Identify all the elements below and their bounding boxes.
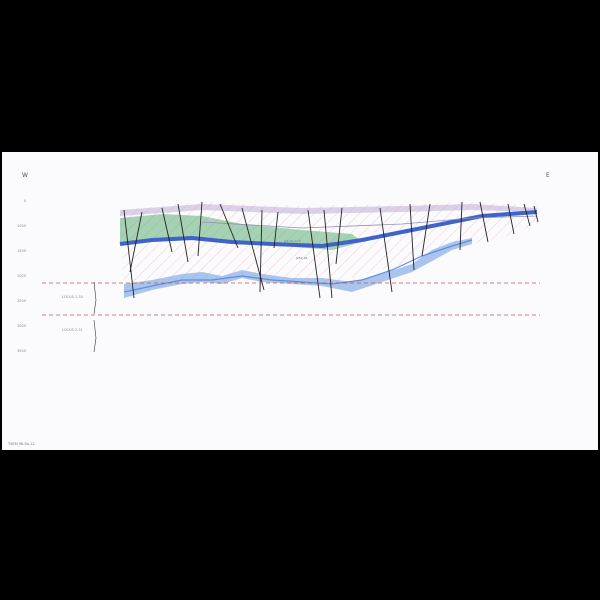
depth-tick: 2500: [17, 299, 26, 303]
fault-line: [259, 209, 263, 293]
bracket-mark: [93, 319, 97, 353]
fault-lines: [123, 201, 539, 299]
depth-tick: 1000: [17, 224, 26, 228]
east-label: E: [546, 172, 550, 179]
fault-line: [161, 207, 173, 253]
upper-band: [120, 204, 537, 216]
fault-line: [459, 201, 463, 251]
well-label: LOCUS 2-31: [62, 328, 83, 332]
fault-line: [197, 201, 203, 257]
drawing-stamp: TSEM 98-5A-12: [8, 442, 35, 446]
depth-tick: 3500: [17, 349, 26, 353]
section-sheet: W E 0 1000 1500 2000 2500 3000 3500 LOCU…: [2, 152, 598, 450]
fault-line: [273, 211, 279, 249]
green-layer: [120, 214, 362, 250]
fault-line: [123, 209, 135, 299]
fault-line: [129, 211, 143, 273]
bracket-mark: [93, 281, 97, 315]
fault-line: [507, 203, 515, 235]
west-label: W: [22, 172, 28, 179]
depth-tick: 1500: [17, 249, 26, 253]
cross-section-drawing: [42, 201, 540, 353]
depth-tick: 0: [23, 199, 26, 203]
fault-line: [479, 201, 489, 243]
fault-line: [177, 203, 189, 263]
depth-tick: 3000: [17, 324, 26, 328]
fault-line: [335, 207, 343, 265]
fault-line: [409, 203, 415, 271]
deep-blue-horizon: [119, 210, 538, 249]
light-blue-band: [124, 238, 472, 298]
fault-line: [379, 207, 393, 293]
fault-line: [219, 203, 239, 249]
well-label: LOCUS 1-30: [62, 295, 83, 299]
fault-line: [523, 203, 531, 227]
mid-band: [201, 215, 538, 229]
fault-line: [421, 203, 431, 257]
fault-line: [533, 205, 539, 223]
depth-tick: 2000: [17, 274, 26, 278]
